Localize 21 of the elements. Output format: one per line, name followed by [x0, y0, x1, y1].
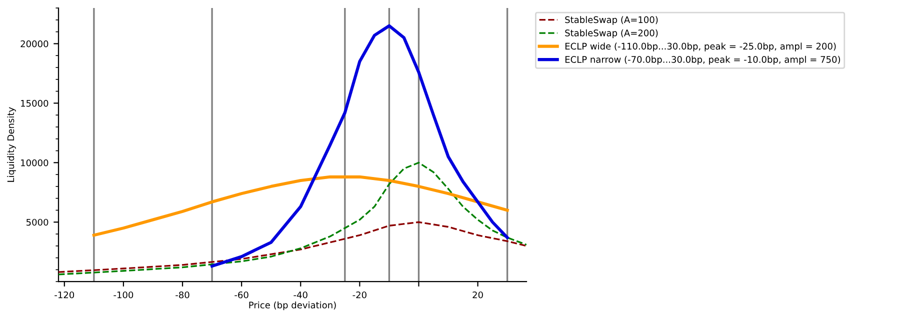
x-tick-label: -100: [114, 291, 134, 298]
y-tick-label: 20000: [20, 40, 48, 48]
x-tick-label: -60: [234, 291, 248, 298]
line-series: [210, 24, 509, 268]
legend-label: ECLP narrow (-70.0bp...30.0bp, peak = -10.0bp, ampl = 750): [565, 56, 840, 65]
line-series: [58, 221, 526, 273]
x-tick-label: -40: [294, 291, 308, 298]
legend-label: StableSwap (A=200): [565, 29, 658, 38]
legend-label: ECLP wide (-110.0bp...30.0bp, peak = -25.0bp, ampl = 200): [565, 42, 836, 52]
x-axis-title: Price (bp deviation): [249, 301, 336, 310]
line-series: [58, 162, 526, 276]
legend-label: StableSwap (A=100): [565, 16, 658, 25]
x-tick-label: 20: [472, 291, 483, 298]
line-series: [92, 175, 509, 237]
y-tick-label: 5000: [26, 218, 48, 226]
y-tick-label: 10000: [21, 159, 48, 166]
y-axis-title: Liquidity Density: [7, 107, 16, 182]
x-tick-label: -120: [54, 291, 74, 298]
x-tick-label: -80: [176, 291, 190, 298]
y-tick-label: 15000: [21, 100, 48, 107]
x-tick-label: -20: [352, 291, 366, 298]
